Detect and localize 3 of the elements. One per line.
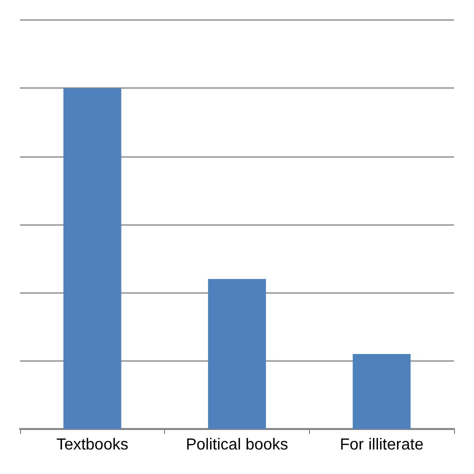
x-tick-label: Political books [186,436,288,454]
x-tick-label: For illiterate [340,436,424,454]
x-tick-label: Textbooks [56,436,128,454]
